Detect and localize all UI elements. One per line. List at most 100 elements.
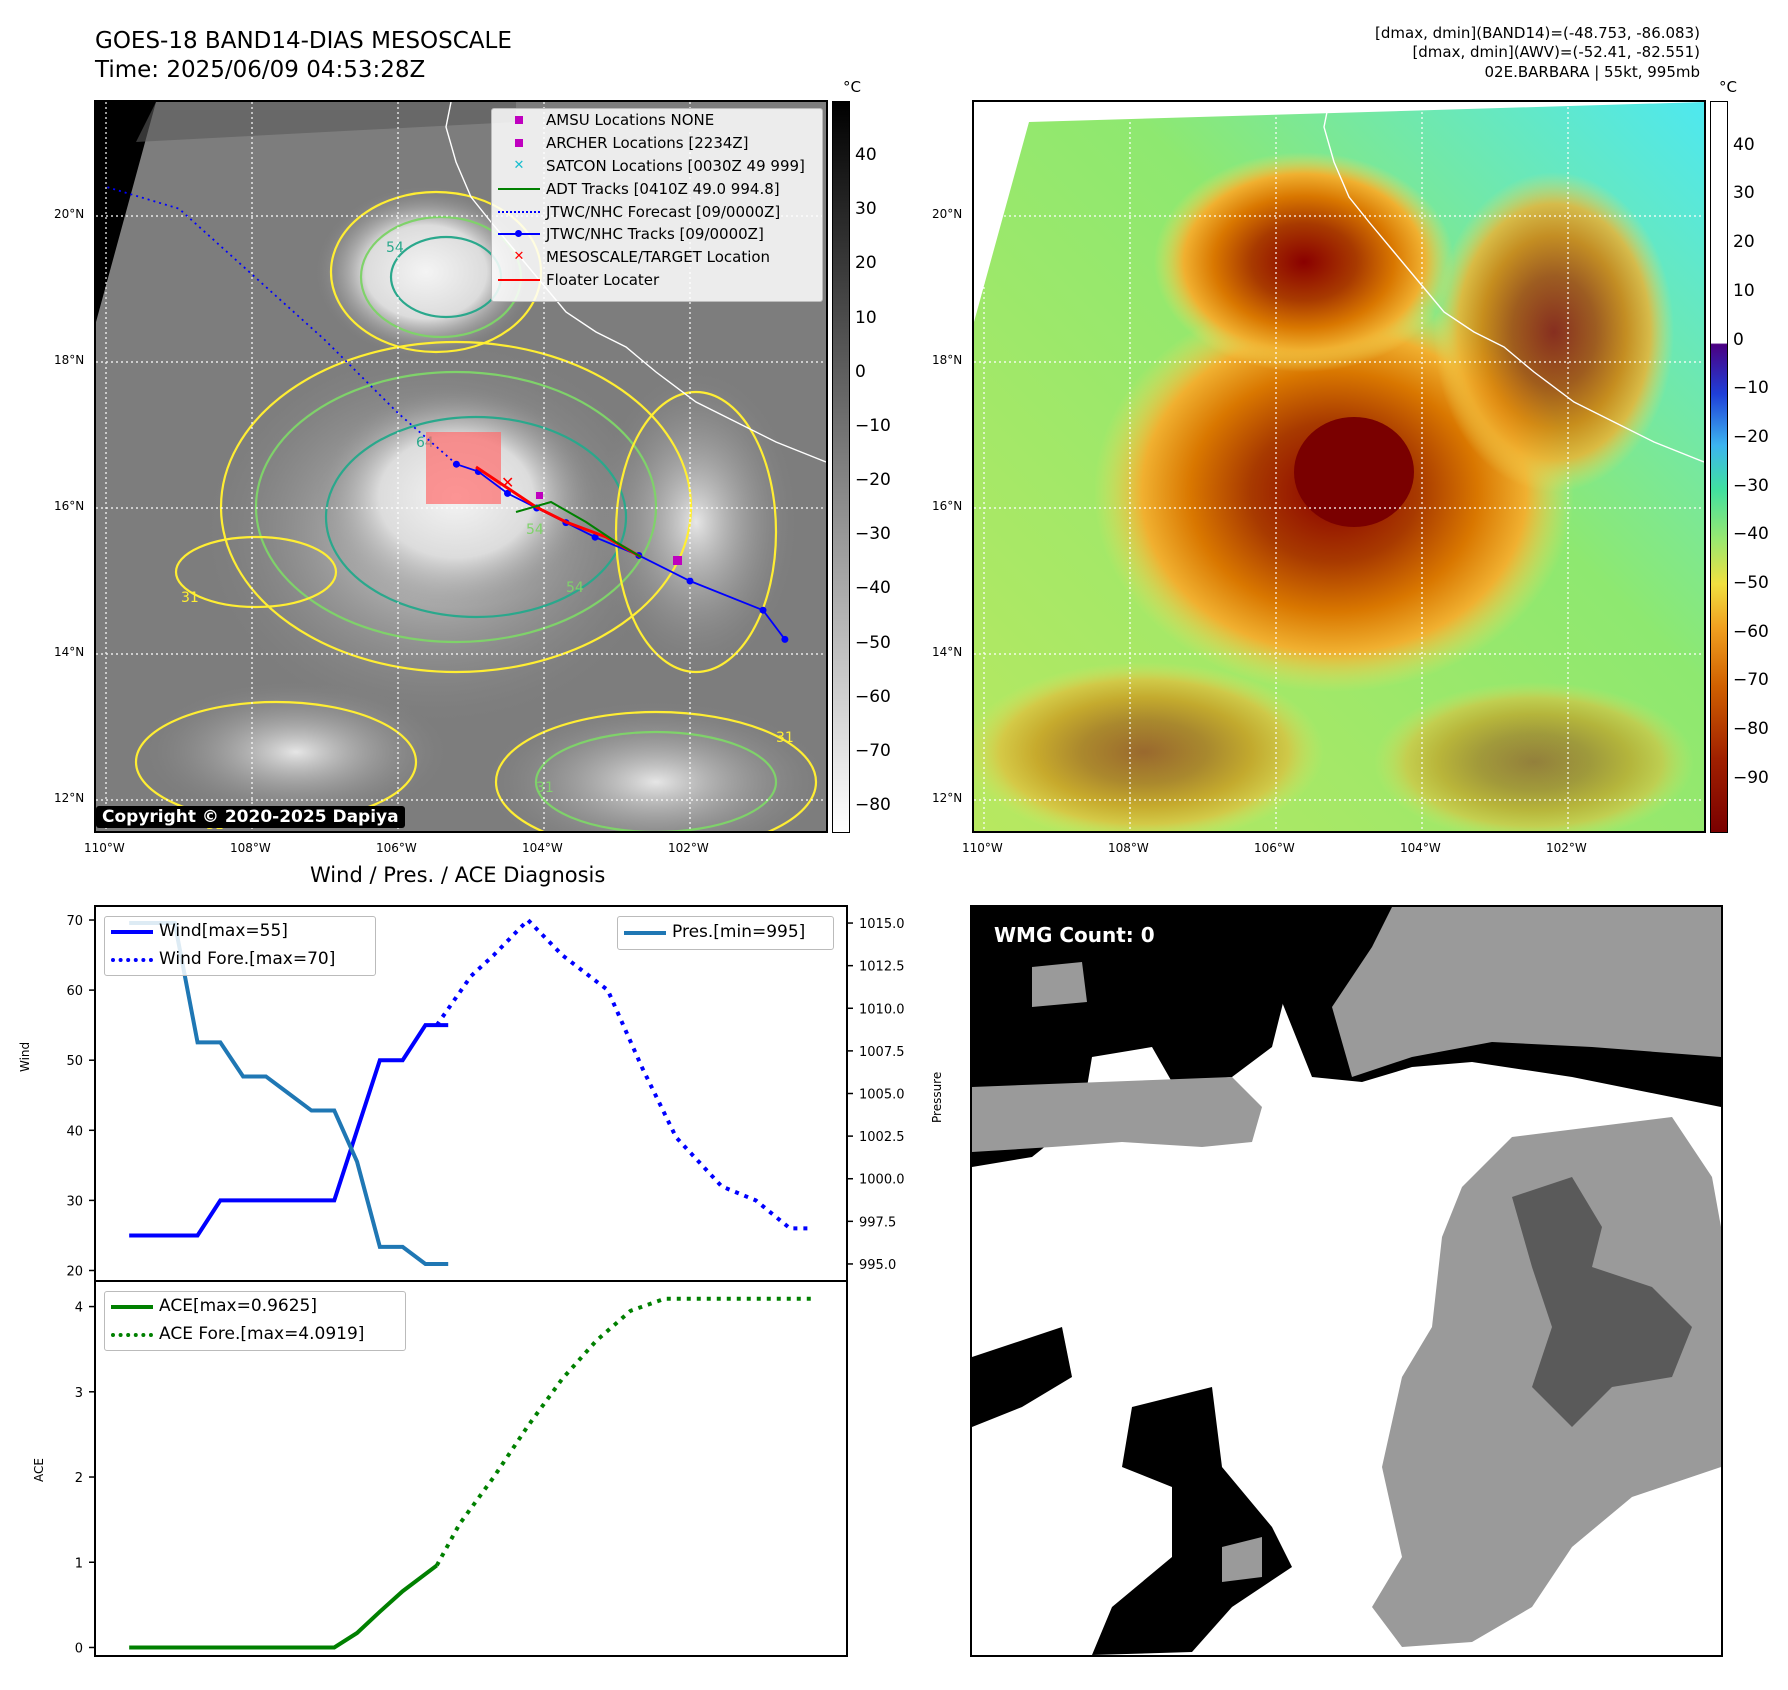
y-tick-label: 2 [75, 1471, 83, 1486]
colorbar-tick: −60 [1733, 621, 1769, 642]
colorbar-tick: −60 [855, 686, 891, 707]
x-marker-icon: ✕ [513, 157, 525, 173]
y-right-tick-label: 1007.5 [859, 1045, 905, 1060]
y-tick-label: 40 [66, 1124, 83, 1139]
wmg-count-badge: WMG Count: 0 [986, 919, 1163, 951]
legend-wind-forecast: Wind Fore.[max=70] [159, 949, 336, 969]
y-right-tick-label: 1015.0 [859, 917, 905, 932]
legend-ace: ACE[max=0.9625] [159, 1296, 317, 1316]
track-point [781, 635, 789, 643]
lon-label: 108°W [230, 841, 271, 855]
legend-forecast: JTWC/NHC Forecast [09/0000Z] [546, 202, 781, 221]
no-data-corner [96, 102, 156, 322]
series-line [129, 1023, 449, 1238]
colorbar-tick: −40 [855, 578, 891, 599]
lat-label: 18°N [54, 353, 85, 367]
lon-label: 110°W [962, 841, 1003, 855]
track-point [591, 533, 599, 541]
colorbar-tick: 0 [1733, 329, 1744, 350]
colorbar-tick: −90 [1733, 767, 1769, 788]
lon-label: 102°W [1546, 841, 1587, 855]
adt-track [515, 500, 642, 558]
lat-label: 14°N [54, 645, 85, 659]
lat-label: 12°N [54, 791, 85, 805]
colorbar-unit: °C [1719, 78, 1737, 96]
lat-label: 14°N [932, 645, 963, 659]
lat-label: 20°N [932, 207, 963, 221]
line-icon [111, 924, 153, 938]
lat-label: 12°N [932, 791, 963, 805]
series-line [129, 921, 449, 1266]
dot-line-icon [498, 227, 540, 241]
ir-colorbar [832, 101, 850, 833]
awv-gridlines [974, 102, 1704, 831]
series-line [129, 1563, 439, 1650]
y-right-tick-label: 1000.0 [859, 1173, 905, 1188]
awv-range: [dmax, dmin](AWV)=(-52.41, -82.551) [1412, 43, 1700, 61]
legend-satcon: SATCON Locations [0030Z 49 999] [546, 156, 805, 175]
legend-wind: Wind[max=55] [159, 921, 288, 941]
y-right-tick-label: 997.5 [859, 1215, 896, 1230]
coastline [445, 102, 826, 463]
ir-satellite-map[interactable]: 54 64 54 54 31 31 31 31 ✕ [94, 100, 828, 833]
colorbar-tick: −50 [855, 632, 891, 653]
lon-label: 106°W [1254, 841, 1295, 855]
colorbar-tick: −10 [1733, 378, 1769, 399]
colorbar-tick: 10 [855, 307, 877, 328]
y-right-tick-label: 1012.5 [859, 960, 905, 975]
line-icon [498, 273, 540, 287]
legend-floater: Floater Locater [546, 270, 660, 289]
legend-mesoscale: MESOSCALE/TARGET Location [546, 248, 771, 267]
colorbar-tick: −80 [1733, 719, 1769, 740]
track-point [452, 460, 460, 468]
lon-label: 104°W [1400, 841, 1441, 855]
y-tick-label: 70 [66, 914, 83, 929]
track-point [686, 577, 694, 585]
contour-label-5: 31 [181, 590, 199, 606]
y-right-tick-label: 1010.0 [859, 1002, 905, 1017]
mesoscale-box [426, 432, 501, 504]
line-icon [624, 925, 666, 939]
colorbar-tick: −50 [1733, 573, 1769, 594]
lon-label: 110°W [84, 841, 125, 855]
legend-adt: ADT Tracks [0410Z 49.0 994.8] [546, 179, 780, 198]
product-title: GOES-18 BAND14-DIAS MESOSCALE [95, 28, 512, 54]
diagnosis-title: Wind / Pres. / ACE Diagnosis [310, 863, 606, 887]
y-tick-label: 3 [75, 1386, 83, 1401]
y-right-tick-label: 995.0 [859, 1258, 896, 1273]
storm-info: 02E.BARBARA | 55kt, 995mb [1484, 63, 1700, 81]
colorbar-tick: 20 [855, 253, 877, 274]
lat-label: 16°N [932, 499, 963, 513]
awv-map-canvas [974, 102, 1704, 831]
track-point [504, 489, 511, 497]
band14-range: [dmax, dmin](BAND14)=(-48.753, -86.083) [1375, 24, 1700, 42]
wmg-panel[interactable]: WMG Count: 0 [970, 905, 1723, 1657]
contour-label-6: 31 [776, 730, 794, 746]
contour-label-1: 54 [386, 240, 404, 256]
archer-marker [536, 492, 543, 499]
y-tick-label: 4 [75, 1301, 83, 1316]
lat-label: 18°N [932, 353, 963, 367]
jtwc-forecast-track [105, 185, 457, 465]
diagnosis-chart: 203040506070995.0997.51000.01002.51005.0… [66, 905, 905, 1657]
pressure-legend: Pres.[min=995] [617, 916, 834, 950]
copyright-badge: Copyright © 2020-2025 Dapiya [96, 806, 405, 828]
y-tick-label: 1 [75, 1556, 83, 1571]
y-right-tick-label: 1002.5 [859, 1130, 905, 1145]
x-marker-icon: ✕ [513, 249, 525, 265]
line-icon [498, 182, 540, 196]
colorbar-unit: °C [843, 78, 861, 96]
square-icon [498, 136, 540, 150]
y-right-tick-label: 1005.0 [859, 1088, 905, 1103]
wind-legend: Wind[max=55] Wind Fore.[max=70] [104, 916, 376, 976]
series-line [435, 1296, 813, 1567]
colorbar-tick: −30 [1733, 475, 1769, 496]
colorbar-tick: 10 [1733, 280, 1755, 301]
legend-ace-forecast: ACE Fore.[max=4.0919] [159, 1324, 365, 1344]
dotted-line-icon [111, 1327, 153, 1341]
awv-map[interactable] [972, 100, 1706, 833]
ir-gridlines [96, 102, 826, 831]
contour-label-3: 54 [526, 522, 544, 538]
lon-label: 102°W [668, 841, 709, 855]
lon-label: 104°W [522, 841, 563, 855]
